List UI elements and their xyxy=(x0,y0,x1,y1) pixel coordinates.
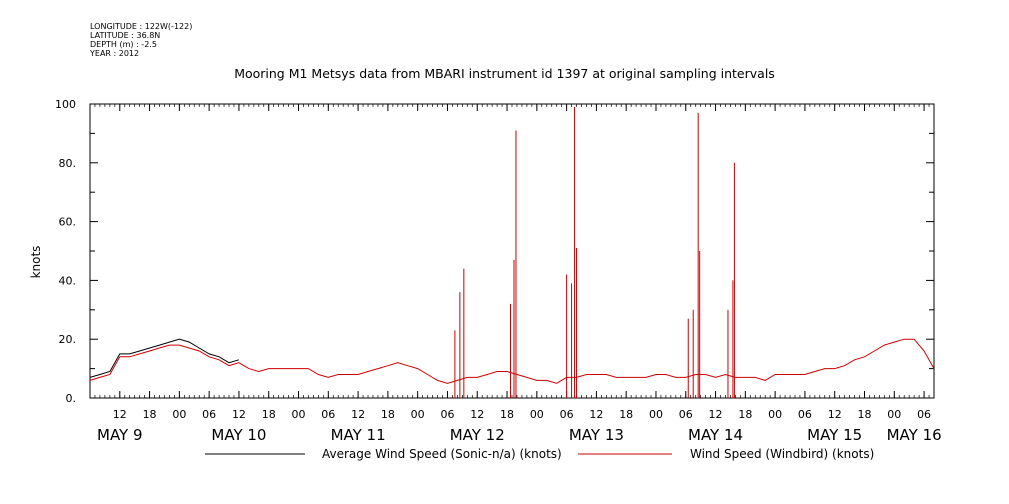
x-tick-label: 00 xyxy=(649,408,663,421)
legend-label-average: Average Wind Speed (Sonic-n/a) (knots) xyxy=(322,447,562,461)
meta-year: YEAR : 2012 xyxy=(90,49,140,58)
x-tick-label: 12 xyxy=(709,408,723,421)
meta-latitude: LATITUDE : 36.8N xyxy=(90,31,161,40)
y-tick-label: 0. xyxy=(66,392,77,405)
x-tick-label: 18 xyxy=(381,408,395,421)
x-tick-label: 12 xyxy=(828,408,842,421)
chart-title: Mooring M1 Metsys data from MBARI instru… xyxy=(234,66,775,81)
x-day-label: MAY 11 xyxy=(331,426,386,444)
x-tick-label: 18 xyxy=(500,408,514,421)
x-tick-label: 18 xyxy=(738,408,752,421)
x-tick-label: 18 xyxy=(143,408,157,421)
x-tick-label: 12 xyxy=(113,408,127,421)
y-axis-label: knots xyxy=(29,246,43,279)
series-line-average xyxy=(89,338,240,378)
meta-depth: DEPTH (m) : -2.5 xyxy=(90,40,157,49)
x-tick-label: 00 xyxy=(530,408,544,421)
x-tick-label: 18 xyxy=(619,408,633,421)
x-tick-label: 00 xyxy=(768,408,782,421)
x-tick-label: 12 xyxy=(351,408,365,421)
x-tick-label: 00 xyxy=(411,408,425,421)
x-tick-label: 00 xyxy=(292,408,306,421)
y-tick-label: 100 xyxy=(55,98,76,111)
x-day-label: MAY 10 xyxy=(211,426,266,444)
x-day-label: MAY 16 xyxy=(887,426,942,444)
plot-frame xyxy=(89,103,935,399)
axes: 12 18 00 06 12 18 00 06 12 18 00 06 12 18 00 06 12 18 00 06… xyxy=(55,98,942,444)
legend: Average Wind Speed (Sonic-n/a) (knots) W… xyxy=(205,447,874,461)
x-tick-label: 00 xyxy=(172,408,186,421)
series-line-windbird xyxy=(89,338,935,384)
x-tick-label: 06 xyxy=(798,408,812,421)
x-tick-label: 00 xyxy=(887,408,901,421)
x-tick-label: 06 xyxy=(202,408,216,421)
x-day-label: MAY 14 xyxy=(688,426,743,444)
series-layer xyxy=(89,106,935,398)
x-tick-label: 06 xyxy=(917,408,931,421)
x-tick-label: 12 xyxy=(589,408,603,421)
x-tick-label: 12 xyxy=(232,408,246,421)
x-tick-label: 12 xyxy=(470,408,484,421)
meta-longitude: LONGITUDE : 122W(-122) xyxy=(90,22,193,31)
x-tick-label: 06 xyxy=(679,408,693,421)
y-tick-label: 40. xyxy=(59,274,77,287)
x-tick-label: 06 xyxy=(321,408,335,421)
x-day-label: MAY 15 xyxy=(807,426,862,444)
y-tick-label: 60. xyxy=(59,216,77,229)
x-tick-label: 18 xyxy=(262,408,276,421)
x-day-label: MAY 9 xyxy=(97,426,143,444)
x-day-label: MAY 12 xyxy=(450,426,505,444)
legend-label-windbird: Wind Speed (Windbird) (knots) xyxy=(690,447,874,461)
y-tick-label: 20. xyxy=(59,333,77,346)
x-tick-label: 18 xyxy=(857,408,871,421)
x-tick-label: 06 xyxy=(440,408,454,421)
x-day-label: MAY 13 xyxy=(569,426,624,444)
y-tick-label: 80. xyxy=(59,157,77,170)
x-tick-label: 06 xyxy=(560,408,574,421)
